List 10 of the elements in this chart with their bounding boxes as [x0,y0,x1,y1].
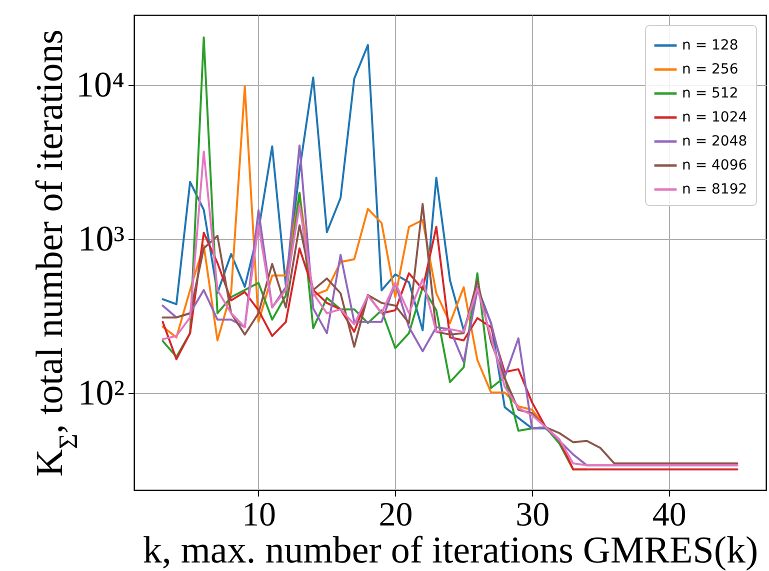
legend-label: n = 128 [682,38,738,54]
legend-label: n = 8192 [682,182,748,198]
legend-label: n = 4096 [682,158,748,174]
legend-label: n = 512 [682,86,738,102]
legend-label: n = 1024 [682,110,748,126]
y-tick-label: 10³ [78,218,125,259]
legend-label: n = 2048 [682,134,748,150]
y-tick-label: 10⁴ [76,64,124,105]
legend-label: n = 256 [682,62,738,78]
y-tick-label: 10² [78,372,124,413]
